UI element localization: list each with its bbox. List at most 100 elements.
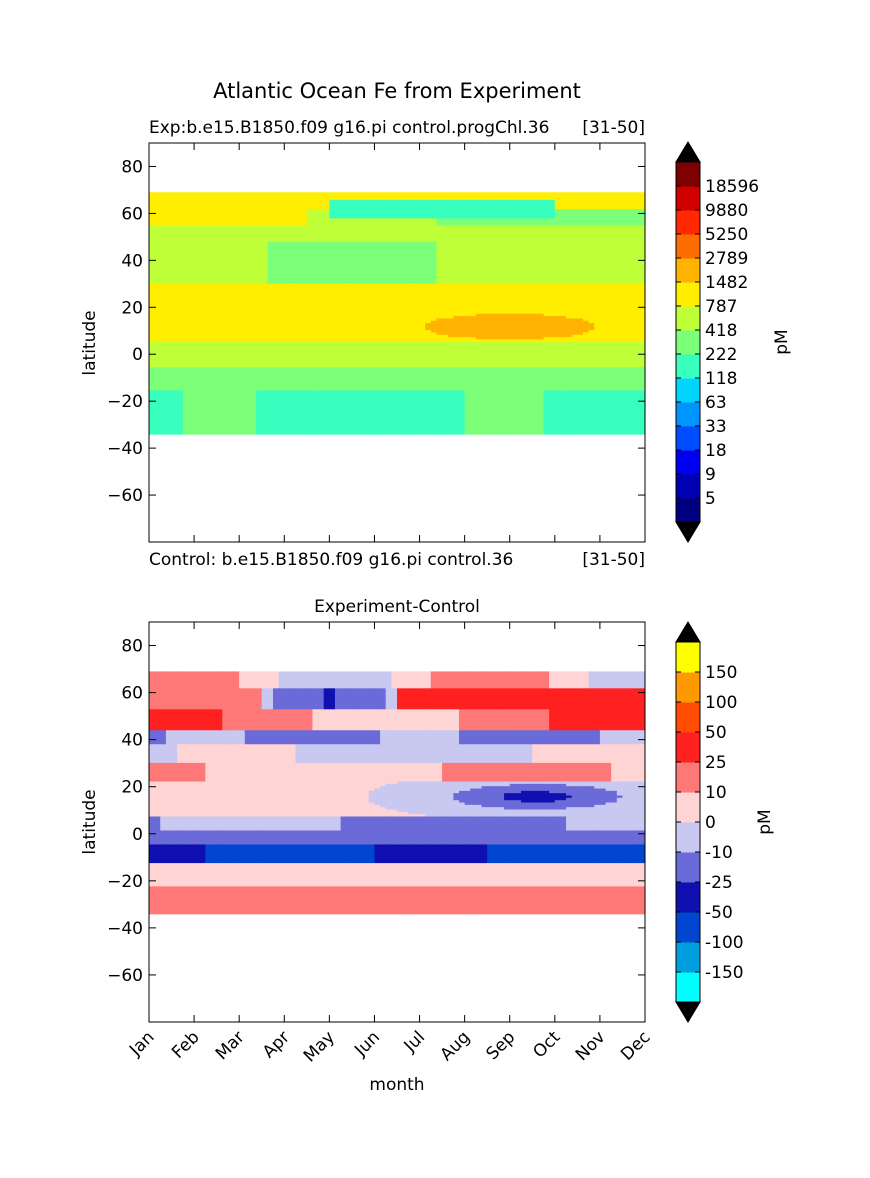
field-cell <box>340 415 347 419</box>
field-cell <box>368 285 376 289</box>
field-cell <box>351 399 359 403</box>
field-cell <box>256 294 263 298</box>
field-cell <box>165 331 173 335</box>
field-cell <box>233 415 240 419</box>
field-cell <box>216 364 223 368</box>
field-cell <box>233 408 240 412</box>
field-cell <box>346 313 353 317</box>
field-cell <box>227 324 235 328</box>
field-cell <box>335 352 342 356</box>
field-cell <box>380 343 387 347</box>
field-cell <box>205 394 212 398</box>
field-cell <box>154 364 161 368</box>
field-cell <box>160 296 167 300</box>
field-cell <box>165 429 173 433</box>
field-cell <box>233 348 240 351</box>
field-cell <box>205 215 212 219</box>
field-cell <box>306 355 314 358</box>
field-cell <box>363 406 370 410</box>
field-cell <box>182 429 190 433</box>
field-cell <box>385 399 392 403</box>
field-cell <box>318 329 325 333</box>
field-cell <box>256 371 263 375</box>
field-cell <box>329 222 336 226</box>
field-cell <box>171 389 178 393</box>
field-cell <box>216 317 223 321</box>
field-cell <box>216 306 223 310</box>
field-cell <box>216 280 223 284</box>
field-cell <box>160 338 167 342</box>
field-cell <box>273 396 280 400</box>
field-cell <box>211 271 218 275</box>
field-cell <box>318 236 325 240</box>
field-cell <box>211 227 218 231</box>
field-cell <box>284 415 291 419</box>
field-cell <box>199 271 206 275</box>
field-cell <box>273 352 280 356</box>
field-cell <box>351 357 359 361</box>
field-cell <box>278 271 285 275</box>
field-cell <box>284 382 291 386</box>
field-cell <box>397 424 404 428</box>
field-cell <box>188 324 195 328</box>
field-cell <box>165 308 173 312</box>
field-cell <box>211 406 218 410</box>
field-cell <box>165 327 173 331</box>
field-cell <box>385 429 392 433</box>
field-cell <box>329 271 336 275</box>
field-cell <box>402 280 409 284</box>
field-cell <box>329 220 336 224</box>
field-cell <box>363 387 370 391</box>
field-cell <box>205 366 212 370</box>
field-cell <box>340 245 347 249</box>
field-cell <box>346 394 353 398</box>
field-cell <box>182 296 190 300</box>
field-cell <box>182 320 190 324</box>
field-cell <box>177 273 184 277</box>
field-cell <box>244 429 252 433</box>
field-cell <box>182 266 190 270</box>
field-cell <box>374 389 381 393</box>
field-cell <box>413 406 421 410</box>
field-cell <box>205 255 212 258</box>
field-cell <box>318 285 325 289</box>
field-cell <box>194 294 201 298</box>
field-cell <box>182 322 190 326</box>
field-cell <box>171 331 178 335</box>
field-cell <box>289 355 297 358</box>
field-cell <box>385 320 392 324</box>
field-cell <box>289 236 297 240</box>
field-cell <box>250 236 257 240</box>
field-cell <box>357 394 364 398</box>
field-cell <box>329 329 336 333</box>
field-cell <box>312 206 319 210</box>
field-cell <box>380 331 387 335</box>
field-cell <box>335 429 342 433</box>
field-cell <box>329 364 336 368</box>
field-cell <box>289 352 297 356</box>
field-cell <box>222 229 229 233</box>
field-cell <box>340 273 347 277</box>
field-cell <box>408 336 415 340</box>
field-cell <box>301 266 308 270</box>
field-cell <box>233 243 240 247</box>
field-cell <box>385 203 392 207</box>
field-cell <box>289 417 297 421</box>
field-cell <box>199 273 206 277</box>
field-cell <box>160 352 167 356</box>
field-cell <box>408 243 415 247</box>
field-cell <box>318 227 325 231</box>
field-cell <box>154 399 161 403</box>
field-cell <box>374 296 381 300</box>
field-cell <box>278 252 285 256</box>
field-cell <box>182 410 190 414</box>
field-cell <box>239 257 246 261</box>
field-cell <box>256 336 263 340</box>
field-cell <box>329 355 336 358</box>
field-cell <box>397 224 404 228</box>
field-cell <box>188 194 195 198</box>
field-cell <box>227 385 235 389</box>
field-cell <box>177 315 184 319</box>
field-cell <box>357 403 364 407</box>
field-cell <box>216 366 223 370</box>
